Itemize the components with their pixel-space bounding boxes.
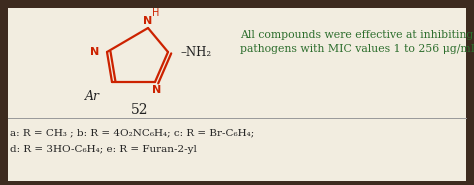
Text: 52: 52 bbox=[131, 103, 149, 117]
Text: Ar: Ar bbox=[85, 90, 100, 103]
Text: All compounds were effective at inhibiting fungal
pathogens with MIC values 1 to: All compounds were effective at inhibiti… bbox=[240, 30, 474, 54]
Text: d: R = 3HO-C₆H₄; e: R = Furan-2-yl: d: R = 3HO-C₆H₄; e: R = Furan-2-yl bbox=[10, 145, 197, 154]
Text: N: N bbox=[143, 16, 153, 26]
Text: N: N bbox=[90, 47, 99, 57]
Text: –NH₂: –NH₂ bbox=[180, 46, 211, 58]
FancyBboxPatch shape bbox=[8, 8, 466, 181]
Text: N: N bbox=[152, 85, 162, 95]
Text: a: R = CH₃ ; b: R = 4O₂NC₆H₄; c: R = Br-C₆H₄;: a: R = CH₃ ; b: R = 4O₂NC₆H₄; c: R = Br-… bbox=[10, 128, 254, 137]
Text: H: H bbox=[152, 8, 160, 18]
